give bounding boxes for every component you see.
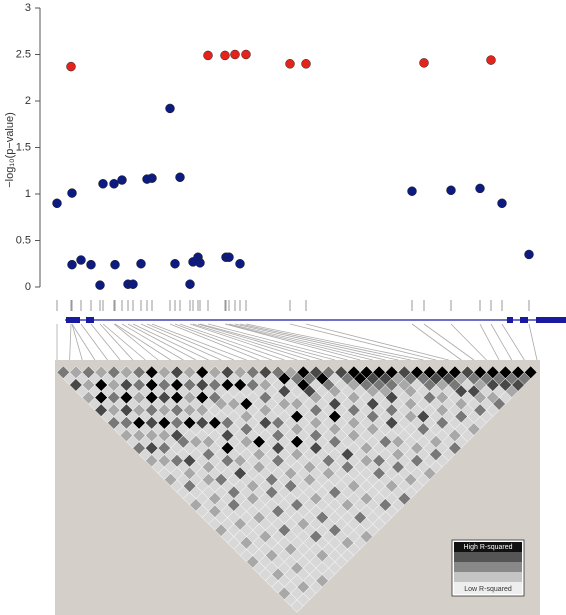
snp-connector bbox=[224, 323, 361, 361]
legend-swatch bbox=[454, 542, 522, 552]
snp-connector bbox=[102, 323, 146, 361]
snp-connector bbox=[245, 323, 424, 361]
snp-connector bbox=[239, 323, 411, 361]
snp-point bbox=[165, 103, 175, 114]
snp-connector bbox=[132, 323, 209, 361]
snp-connector bbox=[225, 323, 373, 361]
legend-swatch bbox=[454, 582, 522, 594]
snp-connector bbox=[305, 323, 449, 361]
snp-connector bbox=[490, 323, 513, 361]
y-tick-label: 0 bbox=[25, 281, 31, 293]
snp-connector bbox=[199, 323, 335, 361]
snp-connector bbox=[207, 323, 348, 361]
snp-point bbox=[230, 49, 240, 60]
snp-point bbox=[185, 279, 195, 289]
legend-swatch bbox=[454, 552, 522, 562]
snp-point bbox=[109, 179, 119, 189]
legend-swatch bbox=[454, 562, 522, 572]
snp-connector bbox=[289, 323, 437, 361]
snp-connector bbox=[146, 323, 234, 361]
snp-connector bbox=[228, 323, 386, 361]
snp-point bbox=[235, 259, 245, 269]
snp-point bbox=[147, 173, 157, 183]
exon bbox=[507, 317, 513, 323]
snp-connector bbox=[450, 323, 487, 361]
snp-point bbox=[86, 259, 96, 270]
snp-point bbox=[446, 185, 456, 196]
snp-connector bbox=[71, 323, 96, 361]
snp-connector bbox=[501, 323, 525, 361]
snp-connector bbox=[90, 323, 121, 361]
snp-point bbox=[117, 175, 127, 185]
ld-cell bbox=[524, 365, 538, 379]
snp-connector bbox=[71, 323, 83, 361]
snp-point bbox=[220, 50, 230, 61]
snp-connector bbox=[113, 323, 159, 361]
y-tick-label: 0.5 bbox=[16, 234, 31, 246]
legend-swatch bbox=[454, 572, 522, 582]
snp-connector bbox=[69, 323, 72, 361]
snp-point bbox=[95, 280, 105, 290]
y-tick-label: 2.5 bbox=[16, 48, 31, 60]
snp-connector bbox=[169, 323, 260, 361]
snp-connector bbox=[99, 323, 134, 361]
y-tick-label: 1 bbox=[25, 188, 31, 200]
snp-point bbox=[98, 179, 108, 189]
y-tick-label: 1.5 bbox=[16, 141, 31, 153]
snp-point bbox=[195, 258, 205, 268]
snp-point bbox=[66, 61, 76, 72]
y-tick-label: 2 bbox=[25, 95, 31, 107]
ld-legend: High R-squared Low R-squared bbox=[451, 539, 525, 597]
snp-point bbox=[110, 259, 120, 270]
snp-connector bbox=[174, 323, 272, 361]
snp-point bbox=[497, 198, 507, 209]
snp-point bbox=[76, 255, 86, 265]
snp-connector bbox=[479, 323, 500, 361]
ld-heatmap bbox=[56, 365, 538, 613]
snp-point bbox=[475, 183, 485, 194]
snp-connector bbox=[192, 323, 310, 361]
snp-connector bbox=[114, 323, 171, 361]
snp-connector bbox=[179, 323, 285, 361]
snp-point bbox=[224, 252, 234, 262]
snp-point bbox=[301, 59, 311, 69]
snp-connector bbox=[151, 323, 247, 361]
snp-connector bbox=[189, 323, 298, 361]
snp-point bbox=[524, 249, 534, 260]
exon bbox=[520, 317, 528, 323]
snp-point bbox=[128, 279, 138, 289]
snp-connector bbox=[197, 323, 323, 361]
exon bbox=[536, 317, 566, 323]
snp-point bbox=[175, 172, 185, 183]
snp-connector bbox=[423, 323, 475, 361]
snp-point bbox=[285, 59, 295, 69]
y-tick-label: 3 bbox=[25, 2, 31, 14]
snp-point bbox=[419, 58, 429, 68]
legend-high: High R-squared bbox=[463, 544, 512, 551]
snp-connector bbox=[411, 323, 462, 361]
snp-point bbox=[486, 55, 496, 65]
snp-point bbox=[241, 49, 251, 60]
snp-point bbox=[407, 186, 417, 196]
snp-point bbox=[67, 259, 77, 270]
y-axis-label: −log₁₀(p−value) bbox=[4, 112, 16, 188]
snp-connector bbox=[140, 323, 222, 361]
snp-point bbox=[170, 259, 180, 269]
snp-connector bbox=[80, 323, 108, 361]
snp-connector bbox=[127, 323, 197, 361]
snp-point bbox=[67, 188, 77, 198]
snp-point bbox=[203, 50, 213, 61]
snp-connector bbox=[528, 323, 538, 361]
exon bbox=[86, 317, 94, 323]
snp-connector bbox=[121, 323, 184, 361]
snp-point bbox=[52, 198, 62, 209]
legend-low: Low R-squared bbox=[464, 586, 512, 593]
exon bbox=[66, 317, 80, 323]
snp-point bbox=[136, 259, 146, 269]
snp-connector bbox=[234, 323, 399, 361]
